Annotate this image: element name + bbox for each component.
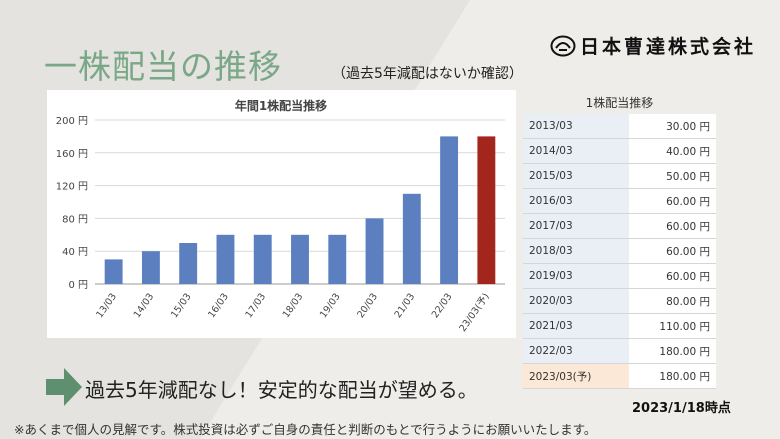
chart-title: 年間1株配当推移 — [235, 98, 327, 113]
x-tick-label: 17/03 — [243, 291, 268, 320]
table-body: 2013/03 30.00 円 2014/03 40.00 円 2015/03 50.00… — [523, 114, 716, 389]
x-tick-label: 23/03(予) — [457, 291, 491, 334]
table-cell-dividend: 180.00 円 — [629, 363, 716, 389]
table-cell-dividend: 80.00 円 — [629, 288, 716, 314]
table-cell-year: 2022/03 — [523, 338, 629, 364]
table-row: 2015/03 50.00 円 — [523, 163, 716, 189]
table-row: 2016/03 60.00 円 — [523, 188, 716, 214]
y-tick-label: 80 円 — [62, 214, 88, 225]
x-tick-label: 22/03 — [430, 291, 455, 320]
table-title: 1株配当推移 — [585, 96, 654, 110]
table-cell-year: 2021/03 — [523, 313, 629, 339]
table-row: 2013/03 30.00 円 — [523, 114, 716, 139]
table-cell-dividend: 60.00 円 — [629, 238, 716, 264]
as-of-date: 2023/1/18時点 — [632, 401, 731, 416]
x-tick-label: 14/03 — [132, 291, 157, 320]
table-cell-dividend: 180.00 円 — [629, 338, 716, 364]
company-logo: 日本曹達株式会社 — [550, 32, 756, 59]
table-cell-dividend: 60.00 円 — [629, 213, 716, 239]
bar — [291, 234, 309, 284]
table-row: 2021/03 110.00 円 — [523, 313, 716, 339]
y-tick-label: 0 円 — [68, 280, 88, 291]
table-cell-year: 2019/03 — [523, 263, 629, 289]
dividend-bar-chart: 年間1株配当推移 0 円 40 円 80 円 120 円 160 円 200 円 13/0… — [47, 90, 516, 338]
table-cell-dividend: 30.00 円 — [629, 114, 716, 139]
x-tick-label: 20/03 — [355, 291, 380, 320]
x-tick-label: 21/03 — [393, 291, 418, 320]
table-row: 2020/03 80.00 円 — [523, 288, 716, 314]
company-name: 日本曹達株式会社 — [580, 36, 757, 58]
bar — [253, 234, 272, 284]
conclusion-text: 過去5年減配なし！安定的な配当が望める。 — [85, 378, 478, 402]
x-tick-label: 18/03 — [281, 291, 306, 320]
table-cell-dividend: 110.00 円 — [629, 313, 716, 339]
table-cell-dividend: 50.00 円 — [629, 163, 716, 189]
table-cell-year: 2018/03 — [523, 238, 629, 264]
x-tick-label: 15/03 — [169, 291, 194, 320]
table-row: 2019/03 60.00 円 — [523, 263, 716, 289]
table-cell-year: 2014/03 — [523, 138, 629, 164]
bar — [141, 251, 160, 284]
table-cell-year: 2017/03 — [523, 213, 629, 239]
dividend-table: 1株配当推移 2013/03 30.00 円 2014/03 40.00 円 2015/… — [523, 92, 716, 389]
y-tick-label: 200 円 — [56, 116, 88, 127]
table-row: 2022/03 180.00 円 — [523, 338, 716, 364]
bar — [216, 234, 235, 284]
table-cell-dividend: 60.00 円 — [629, 263, 716, 289]
table-cell-year: 2016/03 — [523, 188, 629, 214]
table-row: 2017/03 60.00 円 — [523, 213, 716, 239]
bar — [477, 136, 496, 284]
bar — [365, 218, 384, 284]
bar — [104, 259, 123, 284]
company-emblem-icon — [550, 35, 576, 56]
table-cell-year: 2023/03(予) — [523, 363, 629, 389]
x-tick-label: 19/03 — [318, 291, 343, 320]
y-tick-label: 160 円 — [56, 149, 88, 160]
table-cell-year: 2020/03 — [523, 288, 629, 314]
y-tick-label: 40 円 — [62, 247, 88, 258]
table-cell-year: 2013/03 — [523, 114, 629, 139]
page-title: 一株配当の推移 — [44, 47, 282, 86]
table-cell-dividend: 40.00 円 — [629, 138, 716, 164]
bar — [179, 243, 198, 284]
table-cell-year: 2015/03 — [523, 163, 629, 189]
y-tick-label: 120 円 — [56, 182, 88, 193]
table-cell-dividend: 60.00 円 — [629, 188, 716, 214]
page-subtitle: （過去5年減配はないか確認） — [332, 66, 523, 82]
x-tick-label: 13/03 — [94, 291, 119, 320]
bar — [402, 193, 421, 284]
disclaimer-note: ※あくまで個人の見解です。株式投資は必ずご自身の責任と判断のもとで行うようにお願… — [14, 422, 597, 437]
chart-svg: 年間1株配当推移 0 円 40 円 80 円 120 円 160 円 200 円 13/0… — [56, 98, 505, 334]
table-row: 2018/03 60.00 円 — [523, 238, 716, 264]
bar — [328, 234, 347, 284]
table-row: 2014/03 40.00 円 — [523, 138, 716, 164]
table-row: 2023/03(予) 180.00 円 — [523, 363, 716, 389]
arrow-right-icon — [46, 368, 82, 406]
x-tick-label: 16/03 — [206, 291, 231, 320]
bar — [440, 136, 459, 284]
